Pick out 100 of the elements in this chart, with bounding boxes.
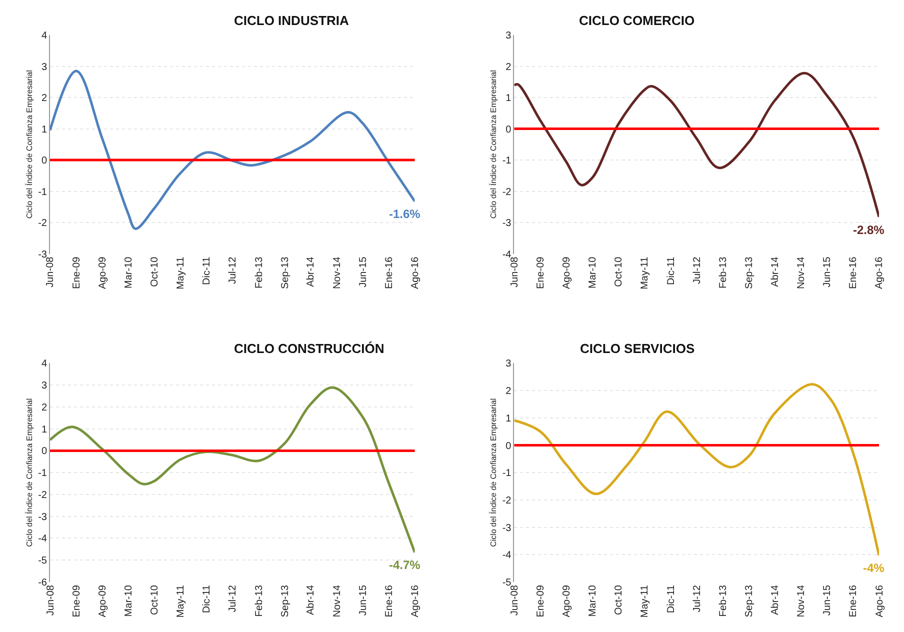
x-tick-label: Abr-14	[306, 256, 317, 287]
x-tick-label: Feb-13	[254, 256, 265, 288]
x-tick-label: Ene-16	[848, 584, 860, 618]
y-tick-label: -5	[38, 556, 48, 567]
x-tick-label: May-11	[640, 584, 651, 618]
x-tick-label: Jul-12	[692, 256, 703, 284]
x-tick-label: Abr-14	[306, 584, 317, 616]
y-tick-label: 0	[41, 446, 48, 458]
line-series	[514, 72, 879, 218]
x-tick-label: Dic-11	[666, 256, 677, 285]
x-tick-label: Ene-09	[71, 256, 82, 290]
x-tick-label: Nov-14	[332, 256, 343, 290]
x-tick-label: Sep-13	[280, 256, 291, 290]
annotation: -4.7%	[389, 558, 421, 572]
x-tick-label: Sep-13	[744, 584, 756, 618]
line-series	[50, 386, 415, 554]
x-tick-label: Abr-14	[770, 256, 781, 287]
y-tick-label: -5	[502, 578, 512, 588]
x-tick-label: Ago-09	[97, 256, 108, 290]
y-tick-label: -1	[502, 468, 512, 480]
y-tick-label: 1	[506, 93, 512, 104]
annotation: -4%	[863, 561, 885, 575]
x-tick-label: Ene-09	[536, 584, 547, 618]
x-tick-label: May-11	[640, 256, 651, 290]
y-tick-label: 0	[506, 124, 512, 136]
x-tick-label: Jun-15	[358, 256, 369, 288]
x-tick-label: Oct-10	[614, 256, 625, 287]
y-tick-label: 0	[506, 440, 512, 452]
x-tick-label: Jun-15	[358, 584, 369, 616]
x-tick-label: Ago-16	[410, 584, 422, 618]
x-tick-label: Jul-12	[228, 256, 239, 284]
chart-title: CICLO INDUSTRIA	[234, 13, 350, 28]
chart-title: CICLO SERVICIOS	[580, 341, 695, 356]
x-tick-label: Abr-14	[770, 584, 781, 616]
y-tick-label: -1	[38, 186, 48, 198]
y-tick-label: 3	[41, 380, 48, 392]
x-tick-label: Dic-11	[202, 256, 213, 285]
x-tick-label: Ago-09	[562, 256, 573, 290]
y-tick-label: 4	[41, 30, 48, 42]
annotation: -1.6%	[389, 207, 421, 221]
x-tick-label: Ene-16	[384, 256, 395, 290]
x-tick-label: Jun-15	[822, 584, 834, 616]
y-tick-label: -2	[502, 495, 512, 506]
y-tick-label: -4	[502, 249, 512, 260]
x-tick-label: Ene-09	[71, 584, 82, 618]
x-tick-label: Mar-10	[588, 256, 598, 288]
y-tick-label: 2	[506, 62, 512, 73]
chart-title: CICLO CONSTRUCCIÓN	[234, 341, 384, 356]
y-tick-label: -3	[38, 249, 48, 260]
x-tick-label: Sep-13	[280, 584, 291, 618]
x-tick-label: Feb-13	[254, 584, 265, 617]
y-tick-label: -2	[38, 218, 48, 230]
y-tick-label: -2	[38, 490, 48, 501]
x-tick-label: Dic-11	[666, 584, 677, 614]
x-tick-label: Nov-14	[332, 584, 343, 618]
x-tick-label: Ene-09	[536, 256, 547, 290]
x-tick-label: Jun-08	[509, 256, 520, 288]
x-tick-label: Ago-16	[874, 256, 886, 290]
x-tick-label: Jul-12	[692, 584, 703, 612]
x-tick-label: Oct-10	[614, 584, 625, 616]
y-tick-label: 1	[506, 413, 512, 424]
y-tick-label: 2	[41, 93, 48, 104]
line-series	[514, 383, 879, 557]
x-tick-label: Sep-13	[744, 256, 756, 290]
y-tick-label: 3	[506, 30, 512, 42]
x-tick-label: Ago-09	[97, 584, 108, 618]
x-tick-label: Jul-12	[228, 584, 239, 612]
y-tick-label: -4	[38, 534, 48, 545]
chart-title: CICLO COMERCIO	[579, 13, 695, 28]
x-tick-label: Mar-10	[123, 584, 134, 617]
x-tick-label: Jun-08	[45, 584, 56, 616]
x-tick-label: Mar-10	[123, 256, 134, 288]
y-tick-label: 1	[41, 124, 48, 136]
y-axis-title: Ciclo del Índice de Confianza Empresarial	[24, 398, 34, 547]
x-tick-label: Jun-08	[45, 256, 56, 288]
x-tick-label: Ago-16	[874, 584, 886, 618]
y-tick-label: 1	[41, 424, 48, 436]
x-tick-label: Dic-11	[202, 584, 213, 614]
y-tick-label: 2	[506, 386, 512, 398]
x-tick-label: Ago-09	[562, 584, 573, 618]
x-tick-label: May-11	[175, 584, 186, 618]
x-tick-label: May-11	[175, 256, 186, 290]
x-tick-label: Feb-13	[718, 256, 730, 288]
x-tick-label: Ene-16	[848, 256, 860, 290]
y-tick-label: -1	[502, 156, 512, 167]
y-tick-label: -3	[502, 522, 512, 534]
y-tick-label: -6	[38, 578, 48, 588]
y-axis-title: Ciclo del Índice de Confianza Empresarial	[24, 70, 34, 219]
y-tick-label: 2	[41, 402, 48, 414]
y-tick-label: 3	[506, 358, 512, 370]
y-tick-label: 0	[41, 156, 48, 167]
x-tick-label: Ene-16	[384, 584, 395, 618]
x-tick-label: Oct-10	[149, 584, 160, 616]
y-axis-title: Ciclo del Índice de Confianza Empresarial	[489, 398, 498, 547]
y-tick-label: -1	[38, 468, 48, 480]
x-tick-label: Jun-08	[509, 584, 520, 616]
y-tick-label: 3	[41, 62, 48, 73]
x-tick-label: Mar-10	[588, 584, 598, 617]
x-tick-label: Jun-15	[822, 256, 834, 288]
x-tick-label: Nov-14	[796, 584, 808, 618]
